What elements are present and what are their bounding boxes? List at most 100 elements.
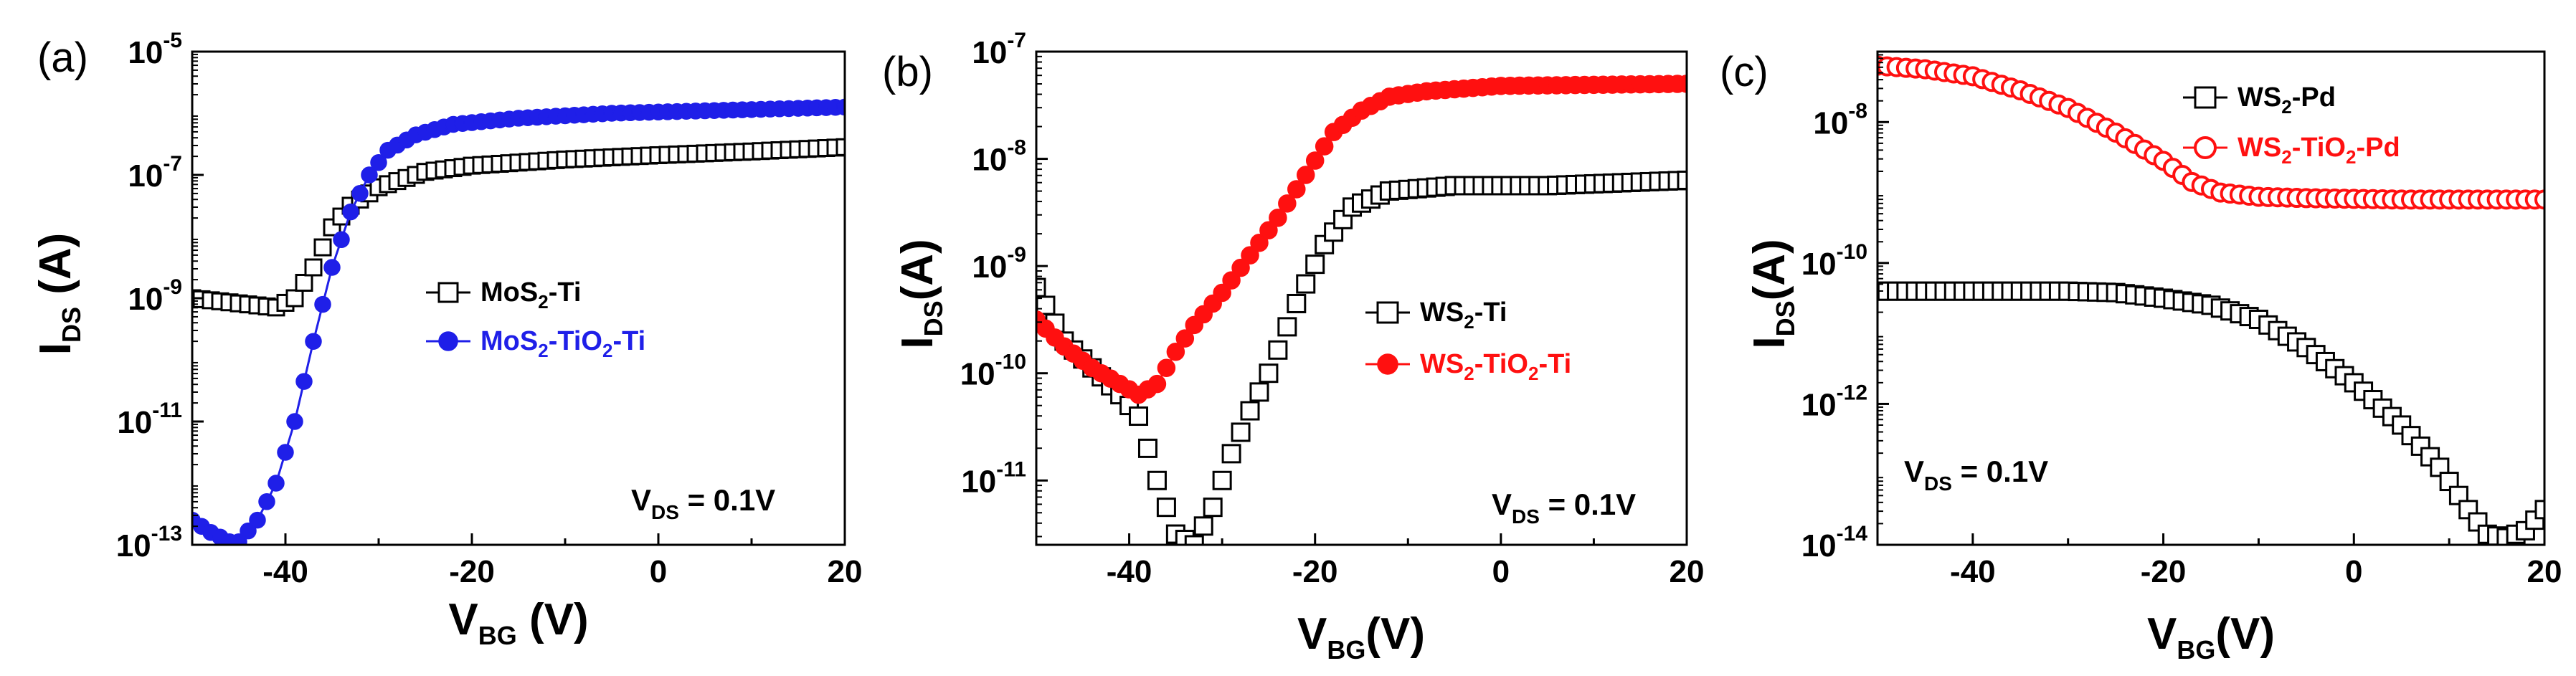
y-tick-label: 10-10 [1801, 240, 1867, 282]
legend-label: WS2-TiO2-Ti [1420, 349, 1571, 384]
data-point [1287, 293, 1307, 313]
data-point [285, 289, 304, 308]
series-tio2 [192, 98, 845, 545]
data-point [1268, 340, 1288, 360]
x-tick-label: 20 [2527, 554, 2562, 589]
legend-entry: MoS2-Ti [426, 277, 581, 313]
x-tick-label: -20 [449, 554, 495, 589]
data-point [342, 203, 359, 221]
x-tick-label: -40 [1107, 554, 1152, 589]
data-point [1213, 283, 1231, 303]
data-point [258, 493, 275, 510]
y-tick-label: 10-11 [117, 399, 182, 440]
data-point [295, 274, 313, 292]
y-axis-title: IDS(A) [1745, 239, 1800, 348]
plot-frame [1035, 50, 1688, 546]
x-tick-label: -40 [262, 554, 308, 589]
panel-label: (b) [882, 49, 933, 95]
data-point [1305, 254, 1325, 275]
series-tio2 [1877, 55, 2544, 210]
data-point [1129, 406, 1149, 427]
data-point [1250, 233, 1269, 252]
series-tio2 [1036, 75, 1687, 404]
legend-label: WS2-Ti [1420, 297, 1507, 333]
data-point [313, 238, 332, 257]
data-point [1175, 329, 1195, 348]
data-point [1147, 374, 1167, 394]
y-tick-label: 10-11 [961, 457, 1026, 499]
series-line [1036, 82, 1687, 396]
x-tick-label: 0 [650, 554, 667, 589]
x-tick-label: 20 [828, 554, 863, 589]
data-point [240, 522, 257, 540]
legend-marker [437, 282, 459, 303]
panel-label: (c) [1720, 49, 1768, 95]
x-tick-label: -20 [2141, 554, 2187, 589]
series-reference [1877, 281, 2544, 545]
y-tick-label: 10-9 [128, 275, 182, 317]
data-point [1240, 401, 1260, 421]
x-tick-label: -20 [1292, 554, 1338, 589]
data-point [1269, 209, 1287, 227]
data-point [1278, 194, 1297, 213]
data-point [2534, 500, 2544, 520]
y-tick-label: 10-13 [116, 522, 182, 563]
legend-entry: MoS2-TiO2-Ti [426, 326, 645, 361]
data-point [1166, 343, 1185, 361]
series-reference [192, 138, 845, 317]
data-point [1147, 470, 1167, 490]
y-axis-title: IDS(A) [893, 239, 948, 348]
data-point [1137, 438, 1157, 458]
data-point [304, 258, 323, 277]
y-tick-label: 10-14 [1801, 522, 1868, 563]
data-point [286, 413, 303, 430]
y-tick-label: 10-12 [1801, 381, 1867, 422]
data-point [1287, 180, 1306, 199]
x-axis-title: VBG(V) [2147, 609, 2275, 665]
panel-b: -40 -20 0 20 10-11 10-10 10-9 10-8 10-7 (b) VBG(V)… [882, 29, 1704, 665]
data-point [2534, 189, 2544, 210]
data-point [1231, 258, 1250, 277]
data-point [1296, 274, 1316, 294]
y-tick-label: 10-5 [128, 29, 182, 70]
y-tick-label: 10-9 [972, 243, 1026, 285]
data-point [1231, 422, 1251, 442]
data-point [1315, 137, 1334, 156]
x-tick-label: 0 [2345, 554, 2362, 589]
data-point [1203, 498, 1223, 518]
legend-marker [1376, 301, 1399, 324]
data-point [1184, 535, 1204, 545]
legend-marker [2194, 86, 2217, 109]
legend-entry: WS2-Pd [2183, 82, 2336, 118]
data-point [361, 166, 378, 184]
data-point [277, 444, 294, 461]
y-tick-label: 10-8 [972, 136, 1026, 178]
series-reference [1036, 170, 1687, 545]
legend-label: MoS2-Ti [480, 277, 581, 313]
data-point [1157, 358, 1176, 377]
data-point [333, 231, 350, 249]
x-axis-title: VBG(V) [1297, 609, 1425, 665]
data-point [1277, 317, 1297, 337]
x-tick-label: -40 [1950, 554, 1996, 589]
y-tick-label: 10-7 [972, 29, 1026, 70]
x-tick-label: 0 [1492, 554, 1510, 589]
vds-annotation: VDS = 0.1V [1904, 454, 2048, 495]
data-point [314, 295, 331, 313]
legend-marker [2194, 136, 2217, 159]
data-point [351, 185, 369, 202]
legend-label: MoS2-TiO2-Ti [480, 326, 645, 361]
y-tick-label: 10-8 [1813, 99, 1867, 141]
data-point [267, 475, 285, 492]
data-point [1222, 271, 1241, 290]
data-point [1259, 363, 1279, 384]
data-point [1193, 516, 1213, 536]
data-point [1221, 444, 1241, 464]
legend-label: WS2-TiO2-Pd [2238, 133, 2400, 168]
data-point [1212, 470, 1232, 490]
data-point [295, 373, 313, 390]
y-tick-label: 10-7 [128, 152, 182, 194]
x-tick-label: 20 [1670, 554, 1705, 589]
series-line [192, 105, 845, 543]
